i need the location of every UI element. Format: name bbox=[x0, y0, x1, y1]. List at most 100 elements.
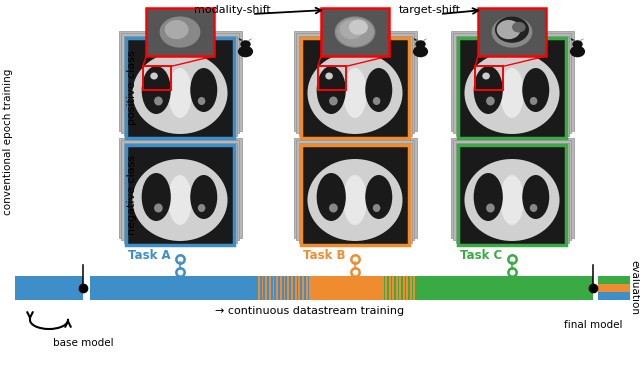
Ellipse shape bbox=[325, 72, 333, 79]
Bar bbox=[304, 276, 307, 300]
Bar bbox=[456, 35, 568, 135]
Ellipse shape bbox=[198, 97, 205, 105]
Ellipse shape bbox=[512, 22, 525, 32]
Bar bbox=[293, 276, 296, 300]
Ellipse shape bbox=[522, 175, 549, 219]
Bar bbox=[406, 276, 409, 300]
Bar bbox=[260, 276, 262, 300]
Ellipse shape bbox=[570, 46, 585, 57]
Bar bbox=[298, 142, 412, 242]
Text: conventional epoch training: conventional epoch training bbox=[3, 68, 13, 215]
Ellipse shape bbox=[474, 66, 503, 114]
Text: negative class: negative class bbox=[127, 155, 137, 235]
Bar bbox=[273, 276, 275, 300]
Bar bbox=[262, 276, 264, 300]
Ellipse shape bbox=[486, 204, 495, 213]
Ellipse shape bbox=[413, 46, 428, 57]
Bar bbox=[410, 276, 412, 300]
Bar bbox=[294, 31, 417, 131]
Bar bbox=[124, 142, 237, 242]
Ellipse shape bbox=[141, 66, 171, 114]
Bar bbox=[121, 33, 239, 133]
Bar bbox=[258, 276, 260, 300]
Bar bbox=[280, 276, 283, 300]
Bar bbox=[598, 292, 630, 300]
Bar bbox=[318, 66, 346, 90]
Bar bbox=[475, 66, 503, 90]
Bar bbox=[276, 276, 279, 300]
Bar bbox=[403, 276, 405, 300]
Ellipse shape bbox=[492, 16, 532, 48]
Ellipse shape bbox=[141, 173, 171, 221]
Polygon shape bbox=[413, 38, 418, 41]
Bar bbox=[415, 276, 418, 300]
Text: modality-shift: modality-shift bbox=[194, 5, 270, 15]
Bar bbox=[397, 276, 400, 300]
Bar bbox=[408, 276, 411, 300]
Bar bbox=[453, 140, 571, 240]
Bar bbox=[296, 140, 414, 240]
Bar bbox=[383, 276, 386, 300]
Ellipse shape bbox=[365, 175, 392, 219]
Bar bbox=[387, 276, 390, 300]
Bar bbox=[146, 8, 214, 56]
Ellipse shape bbox=[483, 72, 490, 79]
Ellipse shape bbox=[150, 72, 158, 79]
Ellipse shape bbox=[329, 97, 338, 106]
Bar bbox=[265, 276, 268, 300]
Bar bbox=[458, 145, 566, 245]
Bar bbox=[264, 276, 266, 300]
Polygon shape bbox=[238, 38, 243, 41]
Bar bbox=[285, 276, 288, 300]
Ellipse shape bbox=[497, 20, 520, 39]
Ellipse shape bbox=[307, 159, 403, 241]
Ellipse shape bbox=[198, 204, 205, 212]
Bar bbox=[451, 138, 573, 238]
Bar bbox=[126, 38, 234, 138]
Bar bbox=[399, 276, 402, 300]
Bar bbox=[295, 276, 298, 300]
Bar bbox=[90, 276, 256, 300]
Bar bbox=[390, 276, 393, 300]
Bar bbox=[308, 276, 310, 300]
Bar bbox=[267, 276, 269, 300]
Ellipse shape bbox=[349, 19, 368, 35]
Ellipse shape bbox=[572, 40, 583, 48]
Polygon shape bbox=[570, 38, 575, 41]
Bar bbox=[143, 66, 171, 90]
Ellipse shape bbox=[168, 68, 192, 118]
Bar bbox=[301, 38, 409, 138]
Bar bbox=[321, 8, 389, 56]
Polygon shape bbox=[423, 38, 428, 41]
Ellipse shape bbox=[154, 97, 163, 106]
Bar bbox=[296, 33, 414, 133]
Ellipse shape bbox=[343, 175, 367, 225]
Ellipse shape bbox=[190, 68, 217, 112]
Ellipse shape bbox=[465, 52, 559, 134]
Bar bbox=[118, 31, 241, 131]
Ellipse shape bbox=[340, 20, 364, 39]
Ellipse shape bbox=[500, 68, 524, 118]
Ellipse shape bbox=[164, 20, 189, 39]
Bar bbox=[396, 276, 398, 300]
Ellipse shape bbox=[329, 204, 338, 213]
Bar bbox=[284, 276, 286, 300]
Ellipse shape bbox=[132, 159, 228, 241]
Bar bbox=[269, 276, 271, 300]
Ellipse shape bbox=[373, 97, 380, 105]
Bar bbox=[392, 276, 395, 300]
Bar bbox=[306, 276, 308, 300]
Bar bbox=[275, 276, 277, 300]
Bar bbox=[598, 284, 630, 292]
Ellipse shape bbox=[530, 204, 538, 212]
Bar bbox=[271, 276, 273, 300]
Ellipse shape bbox=[415, 40, 426, 48]
Ellipse shape bbox=[500, 175, 524, 225]
Bar bbox=[126, 145, 234, 245]
Bar bbox=[478, 8, 546, 56]
Bar bbox=[287, 276, 290, 300]
Polygon shape bbox=[580, 38, 585, 41]
Ellipse shape bbox=[336, 18, 374, 46]
Ellipse shape bbox=[465, 159, 559, 241]
Ellipse shape bbox=[307, 52, 403, 134]
